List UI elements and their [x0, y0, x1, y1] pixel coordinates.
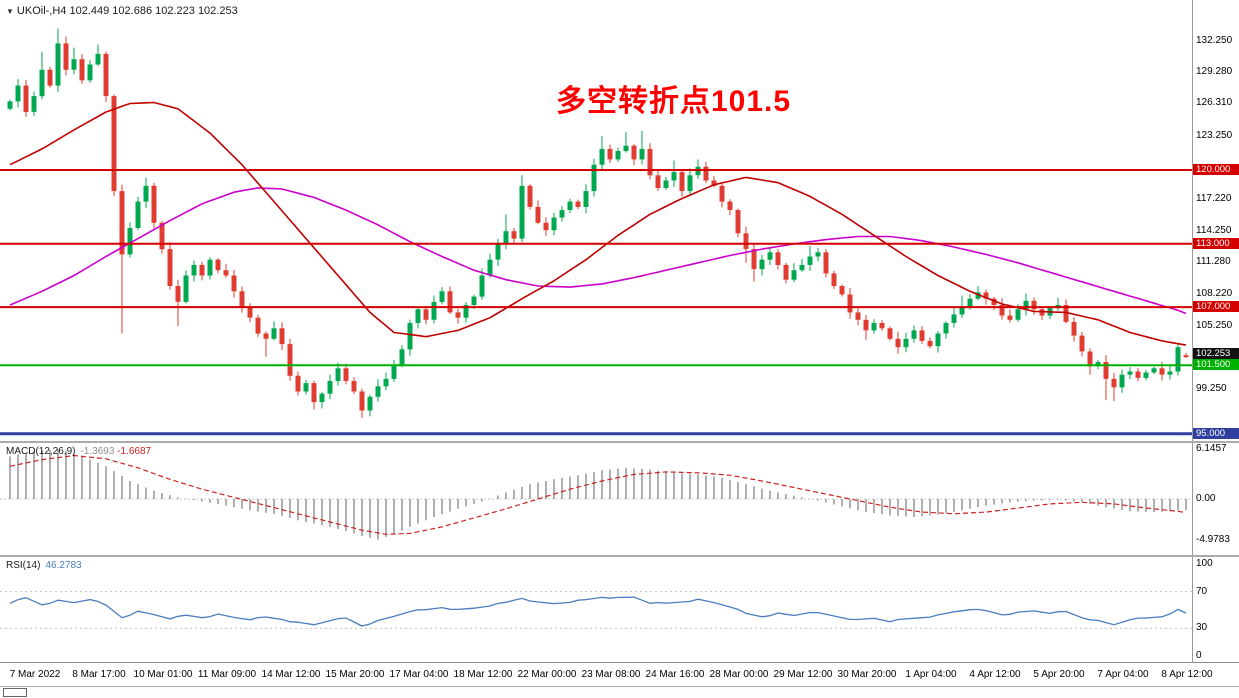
time-axis[interactable]: 7 Mar 2022 8 Mar 17:00 10 Mar 01:00 11 Mar …	[0, 662, 1239, 686]
rsi-tick: 0	[1196, 650, 1202, 661]
time-label: 14 Mar 12:00	[261, 669, 321, 680]
bottom-bar	[0, 686, 1239, 698]
price-tick: 117.220	[1196, 193, 1232, 204]
corner-box	[3, 688, 27, 697]
rsi-label: RSI(14)	[6, 560, 41, 571]
chart-title-text: UKOil-,H4 102.449 102.686 102.223 102.25…	[16, 5, 238, 17]
time-label: 7 Apr 04:00	[1097, 669, 1149, 680]
price-tick: 99.250	[1196, 383, 1227, 394]
rsi-tick: 30	[1196, 622, 1208, 633]
chart-dropdown-icon[interactable]: ▼	[6, 7, 14, 16]
macd-title: MACD(12,26,9) -1.3693 -1.6687	[6, 446, 151, 457]
macd-tick: -4.9783	[1196, 534, 1230, 545]
price-tick: 123.250	[1196, 130, 1233, 141]
macd-value-main: -1.3693	[80, 446, 115, 457]
macd-label: MACD(12,26,9)	[6, 446, 76, 457]
macd-axis[interactable]: 6.1457 0.00 -4.9783	[1192, 443, 1239, 555]
price-level-badge: 113.000	[1193, 238, 1239, 249]
current-price-badge: 102.253	[1193, 348, 1239, 359]
rsi-axis[interactable]: 100 70 30 0	[1192, 557, 1239, 662]
rsi-pane: RSI(14) 46.2783 100 70 30 0	[0, 555, 1239, 662]
price-axis[interactable]: 132.250 129.280 126.310 123.250 117.220 114.2…	[1192, 0, 1239, 441]
time-label: 29 Mar 12:00	[773, 669, 833, 680]
rsi-tick: 70	[1196, 586, 1208, 597]
price-tick: 114.250	[1196, 225, 1232, 236]
price-level-badge: 107.000	[1193, 301, 1239, 312]
rsi-value: 46.2783	[45, 560, 82, 571]
time-label: 8 Mar 17:00	[72, 669, 126, 680]
price-chart[interactable]	[0, 0, 1192, 441]
price-level-badge: 95.000	[1193, 428, 1239, 439]
macd-pane: MACD(12,26,9) -1.3693 -1.6687 6.1457 0.00 -…	[0, 441, 1239, 555]
macd-tick: 0.00	[1196, 493, 1216, 504]
time-label: 1 Apr 04:00	[905, 669, 957, 680]
time-label: 23 Mar 08:00	[581, 669, 641, 680]
time-label: 8 Apr 12:00	[1161, 669, 1213, 680]
time-label: 24 Mar 16:00	[645, 669, 705, 680]
time-label: 5 Apr 20:00	[1033, 669, 1085, 680]
price-tick: 126.310	[1196, 97, 1233, 108]
time-label: 28 Mar 00:00	[709, 669, 769, 680]
macd-tick: 6.1457	[1196, 443, 1227, 454]
price-pane: ▼ UKOil-,H4 102.449 102.686 102.223 102.2…	[0, 0, 1239, 441]
chart-title: ▼ UKOil-,H4 102.449 102.686 102.223 102.2…	[6, 5, 238, 17]
time-label: 30 Mar 20:00	[837, 669, 897, 680]
time-label: 4 Apr 12:00	[969, 669, 1021, 680]
time-label: 7 Mar 2022	[9, 669, 61, 680]
time-label: 11 Mar 09:00	[197, 669, 257, 680]
rsi-title: RSI(14) 46.2783	[6, 560, 82, 571]
rsi-tick: 100	[1196, 558, 1213, 569]
annotation-text[interactable]: 多空转折点101.5	[556, 85, 792, 118]
time-label: 22 Mar 00:00	[517, 669, 577, 680]
price-tick: 111.280	[1196, 256, 1231, 267]
time-label: 17 Mar 04:00	[389, 669, 449, 680]
time-label: 15 Mar 20:00	[325, 669, 385, 680]
price-tick: 108.220	[1196, 288, 1233, 299]
time-label: 18 Mar 12:00	[453, 669, 513, 680]
price-level-badge: 101.500	[1193, 359, 1239, 370]
price-tick: 129.280	[1196, 66, 1233, 77]
rsi-chart[interactable]	[0, 557, 1192, 662]
macd-chart[interactable]	[0, 443, 1192, 555]
price-level-badge: 120.000	[1193, 164, 1239, 175]
price-tick: 105.250	[1196, 320, 1233, 331]
time-label: 10 Mar 01:00	[133, 669, 193, 680]
price-tick: 132.250	[1196, 35, 1233, 46]
macd-value-signal: -1.6687	[117, 446, 152, 457]
